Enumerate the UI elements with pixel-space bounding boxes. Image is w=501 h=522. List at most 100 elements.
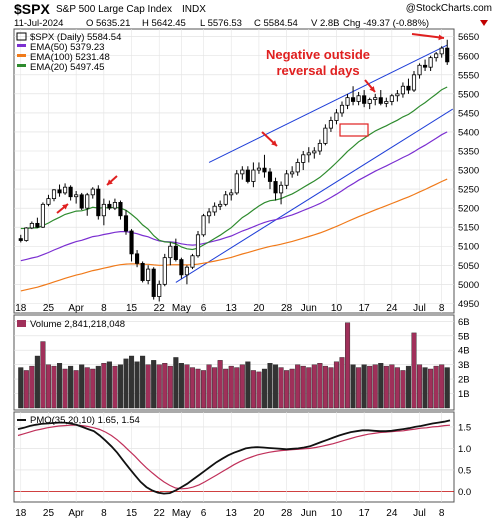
volume-bar <box>239 364 245 409</box>
volume-bar <box>273 364 279 409</box>
ema-lines <box>20 86 448 292</box>
x-tick-label: 8 <box>101 303 107 314</box>
volume-bar <box>34 355 40 409</box>
volume-bar <box>405 365 411 409</box>
candle-body <box>107 203 112 209</box>
annotation-line1: Negative outside <box>266 47 370 62</box>
pmo-line <box>17 419 451 495</box>
volume-bar <box>201 370 207 409</box>
volume-bar <box>73 370 79 409</box>
candle-body <box>273 181 278 194</box>
volume-bar <box>162 363 168 409</box>
pmo-tick-label: 0.0 <box>458 487 471 498</box>
volume-bar <box>18 367 24 409</box>
x-tick-label: 8 <box>439 303 445 314</box>
volume-bar <box>444 367 450 409</box>
legend-ema20: EMA(20) 5497.45 <box>30 62 104 73</box>
candle-body <box>234 173 239 194</box>
candle-body <box>74 194 79 198</box>
volume-bars <box>18 322 450 409</box>
volume-bar <box>57 363 63 409</box>
candle-body <box>68 186 73 198</box>
volume-bar <box>29 365 35 409</box>
brand-label: @StockCharts.com <box>406 3 492 14</box>
price-tick-label: 5550 <box>458 70 479 81</box>
volume-summary-label: V 2.8B <box>311 18 340 29</box>
annotation-arrow-head <box>438 34 444 41</box>
pmo-x-tick-label: 25 <box>43 508 55 519</box>
volume-bar <box>372 364 378 409</box>
x-tick-label: 25 <box>43 303 55 314</box>
pmo-x-tick-label: 8 <box>101 508 107 519</box>
candle-body <box>162 257 167 285</box>
volume-bar <box>112 365 118 409</box>
high-label: H 5642.45 <box>142 18 186 29</box>
legend-swatch-price <box>16 32 27 41</box>
candle-body <box>267 171 273 182</box>
candle-body <box>229 192 234 196</box>
legend-pmo: PMO(35,20,10) 1.65, 1.54 <box>30 415 140 426</box>
price-tick-label: 5300 <box>458 166 479 177</box>
candle-body <box>295 162 300 173</box>
candle-body <box>378 97 383 104</box>
price-x-axis: 18 25 Apr 8 15 22 May 6 13 20 28 Jun 10 17 24 Jul 8 <box>15 303 445 314</box>
price-tick-label: 5050 <box>458 261 479 272</box>
x-tick-label: 18 <box>15 303 27 314</box>
price-tick-label: 5500 <box>458 89 479 100</box>
volume-bar <box>178 363 184 409</box>
volume-bar <box>234 367 240 409</box>
candle-body <box>256 167 261 171</box>
volume-bar <box>156 364 162 409</box>
volume-bar <box>278 367 284 409</box>
volume-bar <box>189 367 195 409</box>
candle-body <box>90 188 95 196</box>
price-tick-label: 5400 <box>458 127 479 138</box>
exchange-label: INDX <box>182 4 206 15</box>
price-tick-label: 4950 <box>458 299 479 310</box>
annotation-box <box>339 123 369 137</box>
candle-body <box>373 97 378 100</box>
volume-bar <box>311 364 317 409</box>
pmo-x-tick-label: Apr <box>68 508 84 519</box>
candle-body <box>168 245 173 259</box>
volume-bar <box>217 360 223 409</box>
x-tick-label: 15 <box>126 303 138 314</box>
candle-body <box>46 198 51 205</box>
annotation-arrow-head <box>62 204 68 210</box>
volume-bar <box>350 364 356 409</box>
x-tick-label: 28 <box>281 303 293 314</box>
volume-bar <box>250 370 256 409</box>
x-tick-label: 22 <box>154 303 166 314</box>
pmo-x-tick-label: 13 <box>226 508 238 519</box>
pmo-x-tick-label: 8 <box>439 508 445 519</box>
volume-bar <box>84 367 90 409</box>
volume-bar <box>173 357 179 409</box>
candle-body <box>57 189 62 194</box>
volume-bar <box>184 364 190 409</box>
candle-body <box>207 211 212 217</box>
volume-bar <box>417 364 423 409</box>
volume-bar <box>267 363 273 409</box>
open-label: O 5635.21 <box>86 18 130 29</box>
volume-tick-label: 4B <box>458 346 470 357</box>
x-tick-label: Jun <box>301 303 317 314</box>
candle-body <box>79 194 84 209</box>
candle-body <box>312 150 317 154</box>
close-label: C 5584.54 <box>254 18 298 29</box>
volume-bar <box>167 365 173 409</box>
candle-body <box>212 205 217 213</box>
candle-body <box>400 85 405 95</box>
candle-body <box>345 97 350 106</box>
volume-bar <box>117 364 123 409</box>
candle-body <box>123 215 129 232</box>
x-tick-label: Jul <box>413 303 426 314</box>
candle-body <box>118 202 123 217</box>
volume-bar <box>101 363 107 409</box>
pmo-x-tick-label: 15 <box>126 508 138 519</box>
pmo-x-tick-label: 6 <box>201 508 207 519</box>
volume-tick-label: 6B <box>458 317 470 328</box>
candle-body <box>146 268 151 281</box>
candle-body <box>284 173 289 186</box>
volume-tick-label: 3B <box>458 360 470 371</box>
candle-body <box>63 186 68 194</box>
